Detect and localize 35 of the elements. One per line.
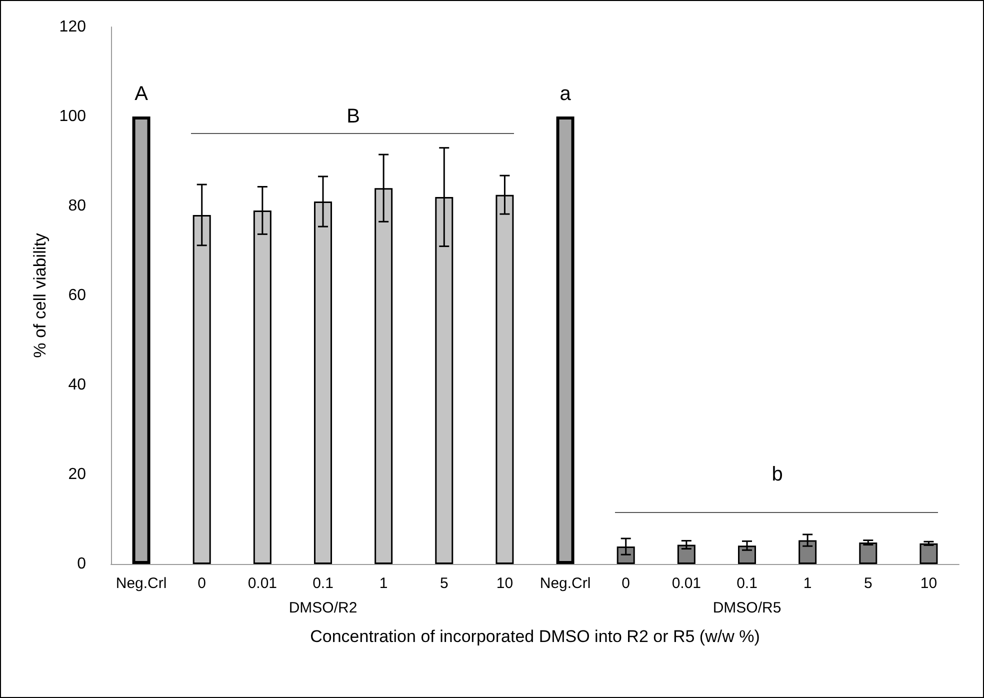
- bar: [859, 542, 878, 564]
- x-tick-label: Neg.Crl: [540, 575, 591, 592]
- x-tick-label: 5: [864, 575, 872, 592]
- bar: [920, 543, 938, 564]
- bar: [677, 544, 696, 564]
- x-tick-label: 0: [198, 575, 206, 592]
- y-tick-label: 60: [68, 287, 86, 304]
- y-tick-label: 40: [68, 376, 86, 394]
- x-tick-label: 10: [920, 575, 938, 592]
- annotation: b: [772, 464, 783, 486]
- x-tick-label: 0.1: [736, 575, 758, 592]
- annotation: B: [346, 106, 360, 128]
- y-axis-title: % of cell viability: [30, 232, 50, 358]
- x-axis-title: Concentration of incorporated DMSO into R2 or R5 (w/w %): [310, 627, 760, 646]
- annotation: a: [560, 83, 572, 106]
- bar: [132, 116, 150, 564]
- x-tick-label: 0.1: [312, 575, 334, 592]
- text: DMSO/R2: [288, 600, 358, 616]
- x-tick-label: 10: [496, 575, 514, 592]
- x-tick-label: 1: [803, 575, 812, 592]
- annotation: A: [134, 83, 149, 106]
- y-tick-label: 80: [68, 198, 86, 214]
- y-tick-label: 100: [59, 108, 86, 125]
- x-tick-label: Neg.Crl: [116, 575, 167, 592]
- x-tick-label: 0.01: [672, 575, 702, 592]
- y-tick-label: 0: [77, 556, 86, 572]
- bar: [556, 116, 574, 564]
- x-tick-label: 5: [440, 575, 448, 592]
- bar: [738, 546, 756, 564]
- y-tick-label: 120: [59, 18, 86, 36]
- x-tick-label: 0: [622, 575, 630, 592]
- text: DMSO/R5: [712, 600, 782, 616]
- y-tick-label: 20: [68, 466, 86, 483]
- x-tick-label: 1: [379, 575, 388, 592]
- x-tick-label: 0.01: [248, 575, 278, 592]
